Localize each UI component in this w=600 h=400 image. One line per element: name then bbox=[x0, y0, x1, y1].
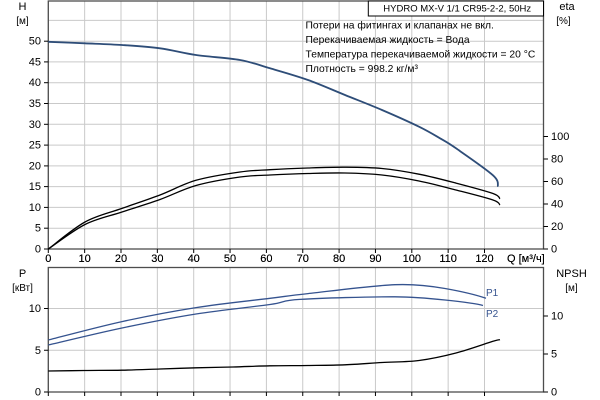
svg-text:Перекачиваемая жидкость = Вода: Перекачиваемая жидкость = Вода bbox=[306, 35, 470, 46]
svg-text:H: H bbox=[19, 1, 27, 13]
svg-text:20: 20 bbox=[29, 160, 41, 172]
svg-text:30: 30 bbox=[151, 253, 163, 265]
svg-text:[м]: [м] bbox=[565, 283, 578, 294]
svg-text:5: 5 bbox=[35, 223, 41, 235]
svg-text:40: 40 bbox=[188, 253, 200, 265]
svg-text:45: 45 bbox=[29, 56, 41, 68]
svg-text:Температура перекачиваемой жид: Температура перекачиваемой жидкости = 20… bbox=[306, 50, 536, 61]
svg-text:60: 60 bbox=[260, 253, 272, 265]
svg-text:40: 40 bbox=[29, 77, 41, 89]
svg-text:0: 0 bbox=[45, 253, 51, 265]
svg-text:0: 0 bbox=[551, 244, 557, 256]
svg-text:[м]: [м] bbox=[16, 16, 29, 27]
svg-text:100: 100 bbox=[403, 253, 421, 265]
svg-text:NPSH: NPSH bbox=[556, 268, 587, 280]
svg-text:80: 80 bbox=[333, 253, 345, 265]
svg-text:Q [м³/ч]: Q [м³/ч] bbox=[507, 253, 545, 265]
svg-text:Потери на фитингах и клапанах: Потери на фитингах и клапанах не вкл. bbox=[306, 20, 494, 32]
svg-text:80: 80 bbox=[551, 154, 563, 166]
svg-text:60: 60 bbox=[551, 176, 563, 188]
svg-text:90: 90 bbox=[369, 253, 381, 265]
svg-text:10: 10 bbox=[551, 311, 563, 323]
svg-text:0: 0 bbox=[35, 387, 41, 399]
svg-text:10: 10 bbox=[79, 253, 91, 265]
svg-text:40: 40 bbox=[551, 199, 563, 211]
svg-text:0: 0 bbox=[551, 387, 557, 399]
svg-text:P2: P2 bbox=[486, 309, 499, 320]
svg-text:Плотность = 998.2 кг/м³: Плотность = 998.2 кг/м³ bbox=[306, 64, 419, 75]
svg-text:0: 0 bbox=[35, 244, 41, 256]
svg-text:5: 5 bbox=[35, 345, 41, 357]
svg-text:P1: P1 bbox=[486, 288, 499, 299]
svg-text:eta: eta bbox=[559, 1, 575, 13]
svg-text:10: 10 bbox=[29, 303, 41, 315]
svg-text:P: P bbox=[19, 268, 26, 280]
svg-text:5: 5 bbox=[551, 349, 557, 361]
svg-text:20: 20 bbox=[551, 221, 563, 233]
svg-text:120: 120 bbox=[475, 253, 493, 265]
svg-text:70: 70 bbox=[297, 253, 309, 265]
svg-text:100: 100 bbox=[551, 131, 569, 143]
svg-text:20: 20 bbox=[115, 253, 127, 265]
svg-text:15: 15 bbox=[29, 181, 41, 193]
svg-text:50: 50 bbox=[224, 253, 236, 265]
svg-text:110: 110 bbox=[439, 253, 457, 265]
svg-text:HYDRO MX-V 1/1 CR95-2-2, 50Hz: HYDRO MX-V 1/1 CR95-2-2, 50Hz bbox=[383, 4, 531, 15]
svg-text:10: 10 bbox=[29, 202, 41, 214]
svg-text:25: 25 bbox=[29, 140, 41, 152]
svg-text:30: 30 bbox=[29, 119, 41, 131]
svg-text:35: 35 bbox=[29, 98, 41, 110]
svg-text:50: 50 bbox=[29, 36, 41, 48]
svg-text:[%]: [%] bbox=[556, 16, 571, 27]
svg-text:[кВт]: [кВт] bbox=[12, 283, 33, 294]
